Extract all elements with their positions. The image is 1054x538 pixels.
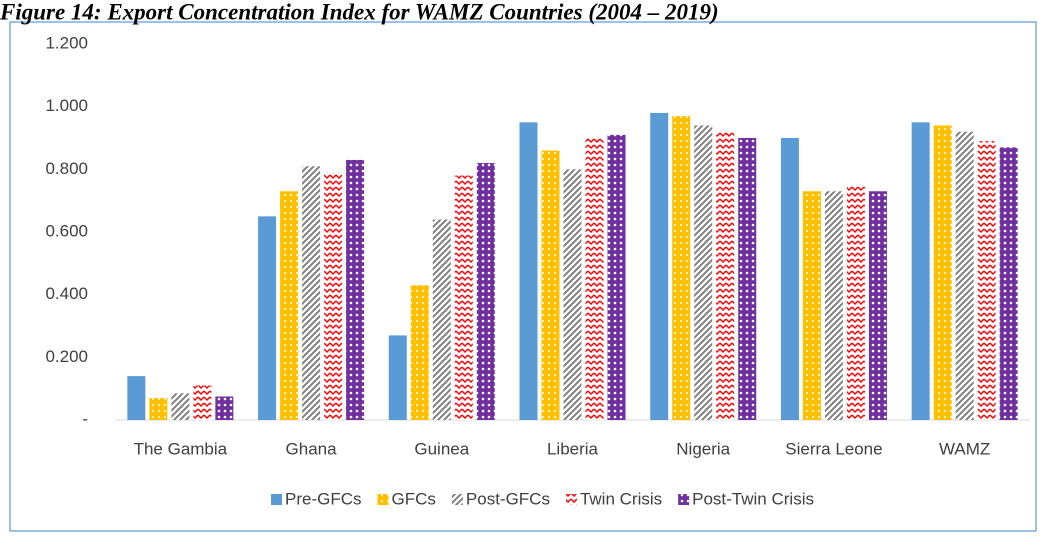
bar	[824, 191, 843, 420]
bar	[780, 138, 799, 420]
bar	[215, 396, 234, 420]
bar	[432, 219, 451, 420]
bar	[955, 131, 974, 420]
bar	[454, 175, 473, 420]
x-tick-label: The Gambia	[134, 439, 228, 458]
bar	[476, 163, 495, 421]
legend-swatch	[377, 494, 389, 505]
legend-label: Post-GFCs	[466, 489, 550, 508]
legend-swatch	[271, 494, 283, 505]
bar	[302, 166, 321, 420]
legend-label: Twin Crisis	[580, 489, 662, 508]
bar	[563, 169, 582, 420]
x-tick-label: Ghana	[286, 439, 338, 458]
bar	[868, 191, 887, 420]
bar	[846, 185, 865, 420]
bar	[585, 138, 604, 420]
bar	[519, 122, 538, 420]
x-tick-label: Nigeria	[676, 439, 730, 458]
y-tick-label: 0.800	[45, 159, 88, 178]
x-tick-label: Sierra Leone	[785, 439, 882, 458]
bar	[324, 172, 343, 420]
bar	[716, 131, 735, 420]
bar	[802, 191, 821, 420]
bar	[911, 122, 930, 420]
bar	[977, 141, 996, 420]
bar	[541, 150, 560, 421]
bar	[738, 138, 757, 420]
bar	[346, 159, 365, 420]
chart-title: Figure 14: Export Concentration Index fo…	[0, 0, 719, 24]
bar	[694, 125, 713, 420]
y-tick-label: 1.200	[45, 33, 88, 52]
x-tick-label: WAMZ	[939, 439, 990, 458]
y-tick-label: 0.200	[45, 347, 88, 366]
x-tick-label: Guinea	[414, 439, 469, 458]
bar	[280, 191, 299, 420]
y-tick-label: 0.400	[45, 284, 88, 303]
bar	[171, 393, 190, 420]
y-tick-label: 1.000	[45, 96, 88, 115]
bar	[127, 376, 146, 420]
bar	[193, 385, 212, 420]
bar	[410, 285, 429, 420]
bar	[607, 134, 626, 420]
legend-label: GFCs	[392, 489, 436, 508]
bar	[999, 147, 1018, 420]
bar	[388, 335, 407, 420]
legend-swatch	[565, 494, 577, 505]
bar	[149, 398, 168, 420]
y-tick-label: 0.600	[45, 221, 88, 240]
bar	[258, 216, 277, 420]
bar	[650, 112, 669, 420]
legend: Pre-GFCs GFCs Post-GFCs Twin Crisis Post-Twi…	[271, 489, 814, 508]
legend-swatch	[451, 494, 463, 505]
legend-label: Pre-GFCs	[285, 489, 362, 508]
legend-swatch	[678, 494, 690, 505]
legend-label: Post-Twin Crisis	[692, 489, 814, 508]
bar	[672, 116, 691, 421]
y-tick-label: -	[82, 409, 88, 428]
chart-border	[9, 21, 1037, 532]
x-tick-label: Liberia	[547, 439, 599, 458]
bar	[933, 125, 952, 420]
